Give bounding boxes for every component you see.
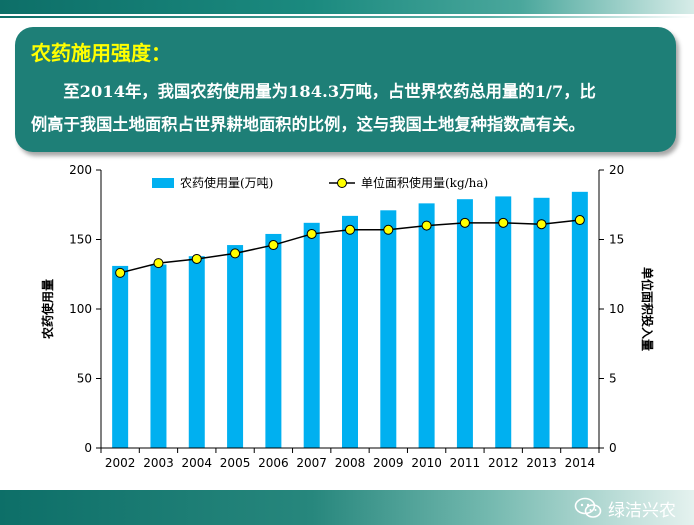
bar-2005 <box>227 245 244 448</box>
y-axis-title: 农药使用量 <box>40 279 55 340</box>
intro-line-1: 至2014年，我国农药使用量为184.3万吨，占世界农药总用量的1/7，比 <box>63 82 596 101</box>
top-decor-line <box>0 16 694 18</box>
x-tick-label: 2010 <box>411 456 442 470</box>
legend-line-label: 单位面积使用量(kg/ha) <box>361 175 488 190</box>
left-tick-label: 200 <box>69 163 92 177</box>
bar-2012 <box>495 196 512 448</box>
right-tick-label: 20 <box>609 163 624 177</box>
bar-2014 <box>571 191 588 448</box>
line-point-2006 <box>268 240 279 251</box>
bar-2013 <box>533 197 550 448</box>
intro-paragraph: 至2014年，我国农药使用量为184.3万吨，占世界农药总用量的1/7，比 例高… <box>31 75 662 141</box>
x-tick-label: 2012 <box>488 456 519 470</box>
right-tick-label: 10 <box>609 302 624 316</box>
x-tick-label: 2005 <box>220 456 251 470</box>
line-point-2013 <box>536 219 547 230</box>
intro-text-box: 农药施用强度： 至2014年，我国农药使用量为184.3万吨，占世界农药总用量的… <box>15 27 676 152</box>
x-tick-label: 2006 <box>258 456 289 470</box>
line-point-2011 <box>459 217 470 228</box>
line-point-2003 <box>153 258 164 269</box>
pesticide-chart: 0 50 100 150 200 0 5 10 15 20 2002 2003 2004 2005 2006… <box>40 163 655 470</box>
bottom-decor-bar <box>0 490 694 525</box>
bar-2004 <box>188 256 205 448</box>
x-tick-label: 2008 <box>335 456 366 470</box>
intro-line-2: 例高于我国土地面积占世界耕地面积的比例，这与我国土地复种指数高有关。 <box>31 115 585 134</box>
x-tick-label: 2011 <box>450 456 481 470</box>
bar-2006 <box>265 233 282 448</box>
right-tick-label: 5 <box>609 372 617 386</box>
top-decor-bar <box>0 0 694 14</box>
line-point-2014 <box>574 215 585 226</box>
wechat-icon <box>574 497 602 518</box>
left-tick-label: 100 <box>69 302 92 316</box>
legend-bar-swatch <box>152 178 174 188</box>
left-tick-label: 150 <box>69 233 92 247</box>
line-point-2012 <box>498 217 509 228</box>
line-point-2009 <box>383 224 394 235</box>
bar-2003 <box>150 264 167 448</box>
bar-2009 <box>380 210 397 448</box>
line-point-2002 <box>115 267 126 278</box>
x-tick-label: 2014 <box>565 456 596 470</box>
y2-axis-title: 单位面积投入量 <box>640 267 655 351</box>
line-point-2005 <box>230 248 241 259</box>
left-tick-label: 0 <box>84 441 92 455</box>
line-point-2008 <box>345 224 355 235</box>
legend-bar-label: 农药使用量(万吨) <box>180 175 273 190</box>
bar-2008 <box>342 215 358 448</box>
x-tick-label: 2007 <box>296 456 327 470</box>
bar-2011 <box>456 199 473 448</box>
x-tick-label: 2004 <box>181 456 212 470</box>
bar-2002 <box>112 265 129 448</box>
line-point-2010 <box>421 220 432 231</box>
right-tick-label: 0 <box>609 441 617 455</box>
x-tick-label: 2013 <box>526 456 557 470</box>
x-tick-label: 2002 <box>105 456 136 470</box>
x-tick-label: 2009 <box>373 456 404 470</box>
line-point-2004 <box>191 253 202 264</box>
watermark-text: 绿洁兴农 <box>608 500 676 521</box>
bar-2010 <box>418 203 435 448</box>
left-tick-label: 50 <box>77 372 92 386</box>
right-tick-label: 15 <box>609 233 624 247</box>
section-title: 农药施用强度： <box>31 41 171 65</box>
x-tick-label: 2003 <box>143 456 174 470</box>
bar-2007 <box>303 222 320 448</box>
watermark: 绿洁兴农 <box>574 496 676 521</box>
legend-line-marker <box>337 178 347 188</box>
line-point-2007 <box>306 228 317 239</box>
